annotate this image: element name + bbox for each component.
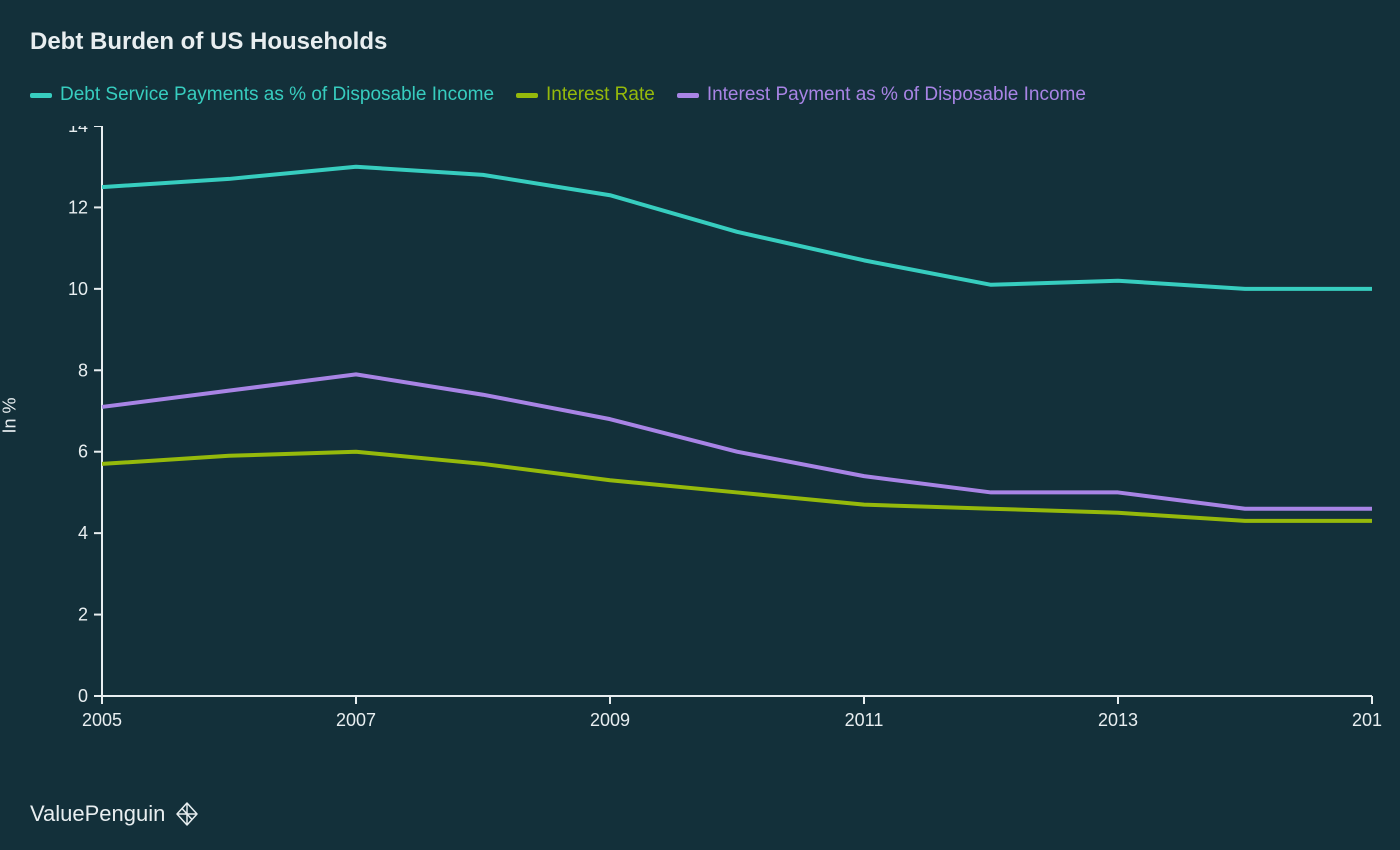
series-debt_service — [102, 167, 1372, 289]
y-tick-label: 14 — [68, 126, 88, 136]
y-tick-label: 2 — [78, 605, 88, 625]
y-tick-label: 8 — [78, 360, 88, 380]
legend-swatch — [30, 93, 52, 98]
chart-title: Debt Burden of US Households — [30, 28, 1370, 56]
y-tick-label: 12 — [68, 197, 88, 217]
x-tick-label: 2013 — [1098, 710, 1138, 730]
x-tick-label: 2007 — [336, 710, 376, 730]
brand-logo-icon — [173, 800, 201, 828]
legend-item-interest_payment: Interest Payment as % of Disposable Inco… — [677, 84, 1086, 106]
y-tick-label: 6 — [78, 442, 88, 462]
y-tick-label: 4 — [78, 523, 88, 543]
brand-footer: ValuePenguin — [30, 800, 201, 828]
brand-name: ValuePenguin — [30, 801, 165, 827]
legend-swatch — [677, 93, 699, 98]
legend-label: Interest Payment as % of Disposable Inco… — [707, 84, 1086, 106]
x-tick-label: 2015 — [1352, 710, 1382, 730]
legend: Debt Service Payments as % of Disposable… — [30, 84, 1370, 106]
y-tick-label: 0 — [78, 686, 88, 706]
legend-swatch — [516, 93, 538, 98]
x-tick-label: 2011 — [845, 710, 884, 730]
y-axis-label: In % — [0, 397, 21, 433]
legend-label: Debt Service Payments as % of Disposable… — [60, 84, 494, 106]
x-tick-label: 2005 — [82, 710, 122, 730]
legend-item-interest_rate: Interest Rate — [516, 84, 655, 106]
y-tick-label: 10 — [68, 279, 88, 299]
chart-area: In % 02468101214200520072009201120132015 — [30, 126, 1370, 756]
legend-item-debt_service: Debt Service Payments as % of Disposable… — [30, 84, 494, 106]
x-tick-label: 2009 — [590, 710, 630, 730]
legend-label: Interest Rate — [546, 84, 655, 106]
series-interest_rate — [102, 452, 1372, 521]
series-interest_payment — [102, 374, 1372, 508]
line-chart: 0 2 4 6 8 10 12 14 2005 2007 2009 2011 2013 2015 — [30, 126, 1382, 756]
